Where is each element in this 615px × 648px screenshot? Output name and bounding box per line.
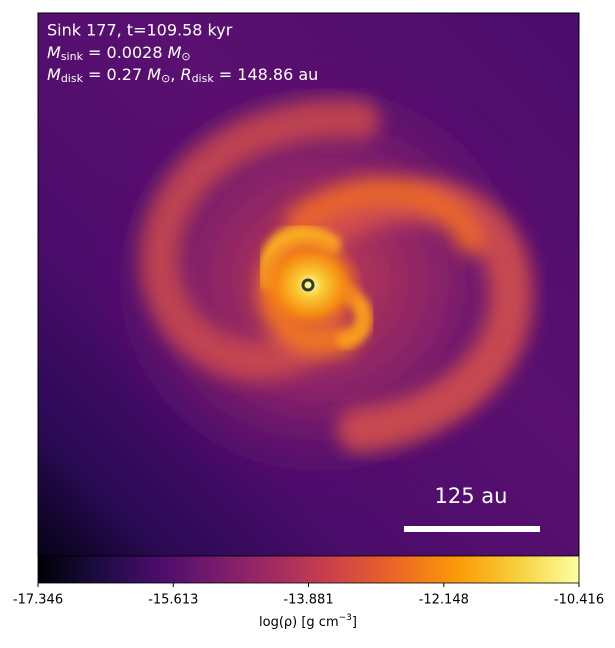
subscript: ⊙ — [161, 72, 170, 85]
density-image — [38, 13, 579, 556]
colorbar-tick-label: -13.881 — [283, 593, 333, 608]
unit: M — [168, 43, 182, 62]
colorbar-tick-label: -10.416 — [554, 593, 604, 608]
scale-bar-label: 125 au — [435, 484, 508, 508]
subscript: disk — [61, 72, 84, 85]
colorbar-tick-label: -15.613 — [148, 593, 198, 608]
symbol: M — [47, 65, 61, 84]
unit: M — [147, 65, 161, 84]
label: ] — [352, 615, 357, 630]
colorbar-tick-label: -17.346 — [13, 593, 63, 608]
symbol: R — [180, 65, 191, 84]
annotation: Sink 177, t=109.58 kyr — [47, 21, 233, 40]
sink-marker — [301, 278, 315, 292]
subscript: disk — [192, 72, 215, 85]
scale-bar — [404, 526, 540, 532]
value: = 0.27 — [83, 65, 147, 84]
colorbar — [37, 555, 580, 584]
annotation: Msink = 0.0028 M⊙ — [47, 43, 191, 64]
subscript: sink — [61, 50, 84, 63]
separator: , — [170, 65, 180, 84]
symbol: M — [47, 43, 61, 62]
value: = 0.0028 — [83, 43, 168, 62]
colorbar-tick-label: -12.148 — [419, 593, 469, 608]
value: = 148.86 au — [214, 65, 319, 84]
colorbar-label: log(ρ) [g cm−3] — [259, 613, 357, 630]
superscript: −3 — [339, 613, 352, 623]
subscript: ⊙ — [181, 50, 190, 63]
label: log(ρ) [g cm — [259, 615, 339, 630]
annotation: Mdisk = 0.27 M⊙, Rdisk = 148.86 au — [47, 65, 318, 86]
